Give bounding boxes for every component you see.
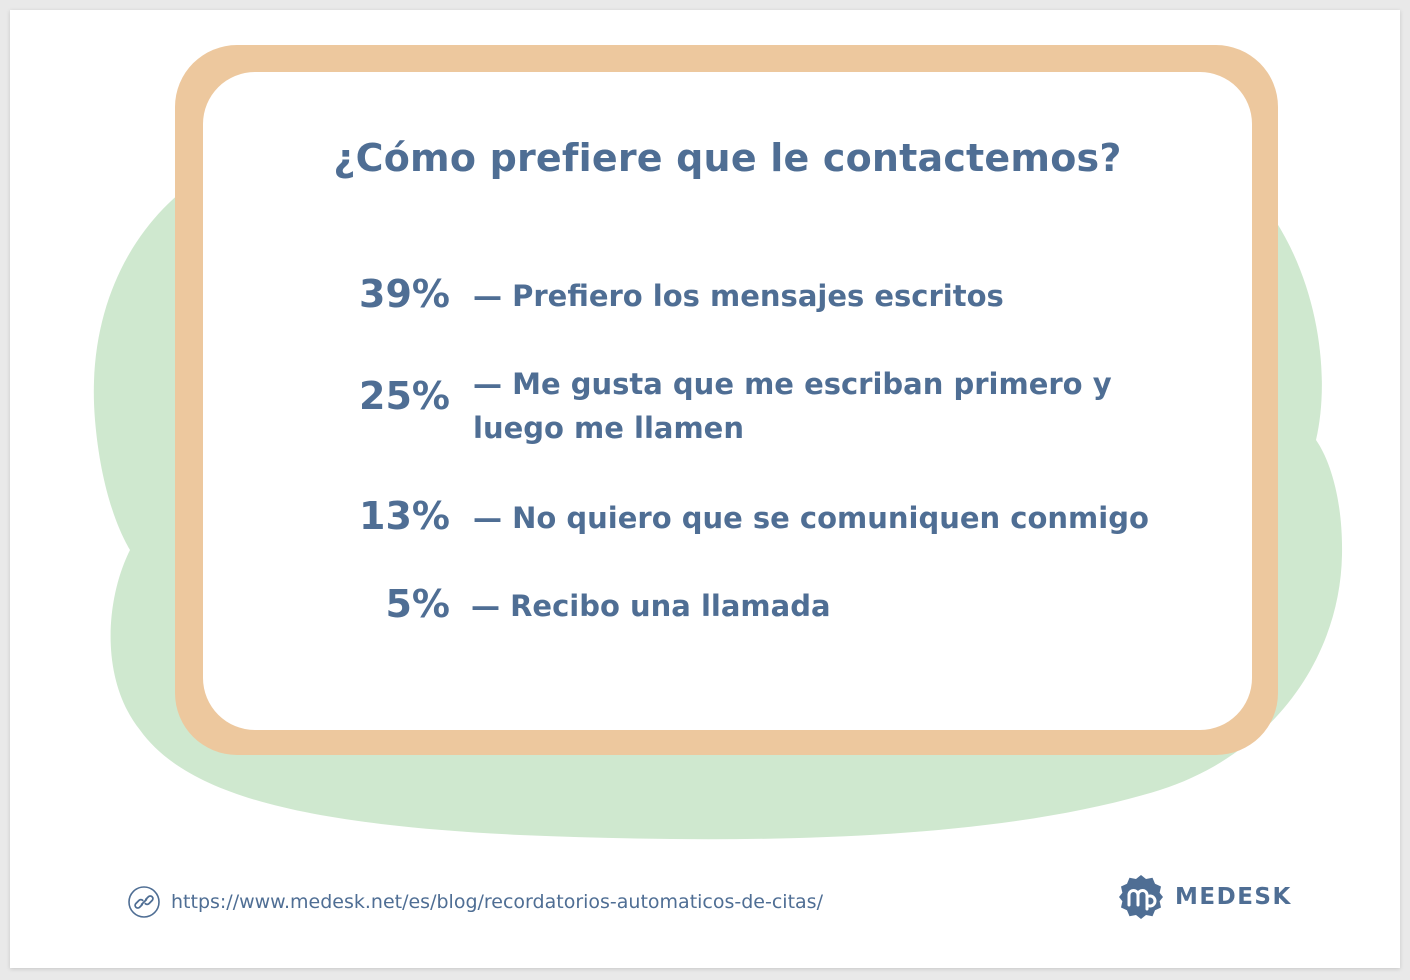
percent-value: 5% — [385, 582, 450, 626]
option-label: — Recibo una llamada — [471, 589, 831, 623]
list-item: 5% — Recibo una llamada — [340, 582, 1160, 642]
list-item: 39% — Prefiero los mensajes escritos — [340, 270, 1160, 330]
brand: MEDESK — [1117, 872, 1292, 922]
option-label: — Prefiero los mensajes escritos — [473, 279, 1004, 313]
option-label: — No quiero que se comuniquen conmigo — [473, 501, 1149, 535]
source-link[interactable]: https://www.medesk.net/es/blog/recordato… — [128, 884, 823, 920]
list-item: 13% — No quiero que se comuniquen conmig… — [340, 492, 1160, 552]
medesk-logo-icon — [1119, 875, 1163, 919]
percent-value: 39% — [359, 272, 450, 316]
link-icon — [128, 886, 160, 918]
brand-name: MEDESK — [1175, 884, 1292, 910]
percent-value: 13% — [359, 494, 450, 538]
option-label: — Me gusta que me escriban primero y lue… — [473, 367, 1112, 445]
page-title: ¿Cómo prefiere que le contactemos? — [333, 136, 1122, 180]
list-item: 25% — Me gusta que me escriban primero y… — [340, 362, 1160, 462]
content-card — [203, 72, 1252, 730]
percent-value: 25% — [359, 374, 450, 418]
source-url[interactable]: https://www.medesk.net/es/blog/recordato… — [171, 891, 823, 913]
